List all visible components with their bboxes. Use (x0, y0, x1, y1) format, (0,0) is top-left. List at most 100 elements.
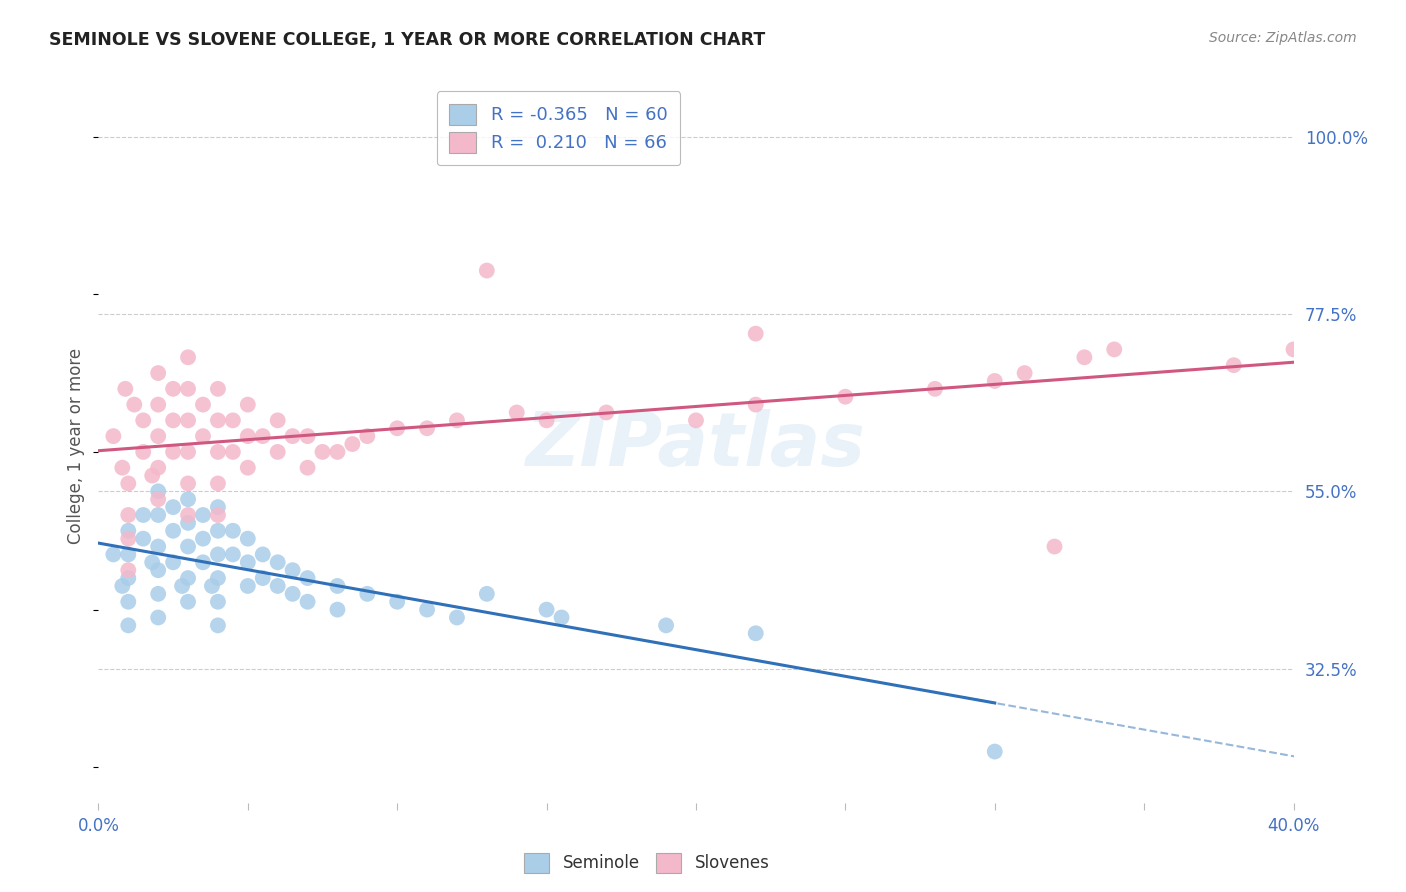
Point (207, 445, 229, 459)
Point (177, 382, 200, 396)
Point (162, 524, 184, 538)
Point (252, 429, 274, 443)
Point (148, 563, 170, 577)
Point (141, 555, 163, 569)
Point (222, 524, 245, 538)
Point (207, 382, 229, 396)
Point (326, 579, 349, 593)
Point (103, 548, 125, 562)
Point (385, 595, 409, 609)
Point (191, 429, 214, 443)
Point (177, 476, 200, 491)
Point (117, 618, 139, 632)
Point (326, 602, 349, 616)
Point (267, 413, 290, 427)
Point (222, 548, 245, 562)
Point (475, 587, 498, 601)
Point (177, 413, 200, 427)
Point (924, 382, 946, 396)
Point (281, 587, 304, 601)
Point (132, 508, 155, 522)
Point (114, 382, 136, 396)
Point (446, 413, 468, 427)
Point (1043, 540, 1066, 554)
Point (111, 579, 134, 593)
Point (385, 421, 409, 435)
Point (162, 382, 184, 396)
Point (685, 413, 707, 427)
Point (117, 532, 139, 546)
Point (162, 500, 184, 515)
Point (117, 595, 139, 609)
Point (550, 610, 572, 624)
Point (655, 618, 678, 632)
Point (177, 445, 200, 459)
Point (148, 587, 170, 601)
Point (132, 532, 155, 546)
Point (148, 429, 170, 443)
Point (207, 548, 229, 562)
Point (124, 398, 146, 412)
Point (117, 476, 139, 491)
Point (252, 548, 274, 562)
Point (356, 587, 378, 601)
Point (1104, 343, 1126, 357)
Point (148, 540, 170, 554)
Point (162, 413, 184, 427)
Point (148, 492, 170, 507)
Point (536, 602, 558, 616)
Point (207, 618, 229, 632)
Point (267, 579, 290, 593)
Point (191, 508, 214, 522)
Point (311, 445, 333, 459)
Point (1223, 358, 1246, 372)
Point (236, 579, 259, 593)
Point (103, 429, 125, 443)
Point (297, 429, 319, 443)
Point (281, 563, 304, 577)
Text: ZIPatlas: ZIPatlas (526, 409, 866, 483)
Point (745, 326, 768, 341)
Text: Source: ZipAtlas.com: Source: ZipAtlas.com (1209, 31, 1357, 45)
Point (356, 429, 378, 443)
Point (177, 492, 200, 507)
Point (162, 445, 184, 459)
Point (117, 563, 139, 577)
Point (297, 460, 319, 475)
Point (177, 595, 200, 609)
Point (207, 508, 229, 522)
Point (177, 571, 200, 585)
Point (536, 413, 558, 427)
Point (191, 398, 214, 412)
Point (111, 460, 134, 475)
Legend: Seminole, Slovenes: Seminole, Slovenes (517, 847, 776, 880)
Point (148, 484, 170, 499)
Point (252, 571, 274, 585)
Point (297, 571, 319, 585)
Point (117, 548, 139, 562)
Point (475, 263, 498, 277)
Point (117, 571, 139, 585)
Point (148, 460, 170, 475)
Point (141, 468, 163, 483)
Point (506, 405, 529, 419)
Point (236, 460, 259, 475)
Point (745, 626, 768, 640)
Legend: R = -0.365   N = 60, R =  0.210   N = 66: R = -0.365 N = 60, R = 0.210 N = 66 (437, 91, 681, 165)
Point (236, 429, 259, 443)
Point (984, 374, 1007, 388)
Point (416, 602, 439, 616)
Y-axis label: College, 1 year or more: College, 1 year or more (67, 348, 86, 544)
Point (148, 508, 170, 522)
Point (132, 413, 155, 427)
Point (148, 398, 170, 412)
Point (117, 508, 139, 522)
Point (834, 390, 856, 404)
Point (1014, 366, 1036, 380)
Point (162, 555, 184, 569)
Point (236, 532, 259, 546)
Point (207, 476, 229, 491)
Point (177, 516, 200, 530)
Point (326, 445, 349, 459)
Point (207, 571, 229, 585)
